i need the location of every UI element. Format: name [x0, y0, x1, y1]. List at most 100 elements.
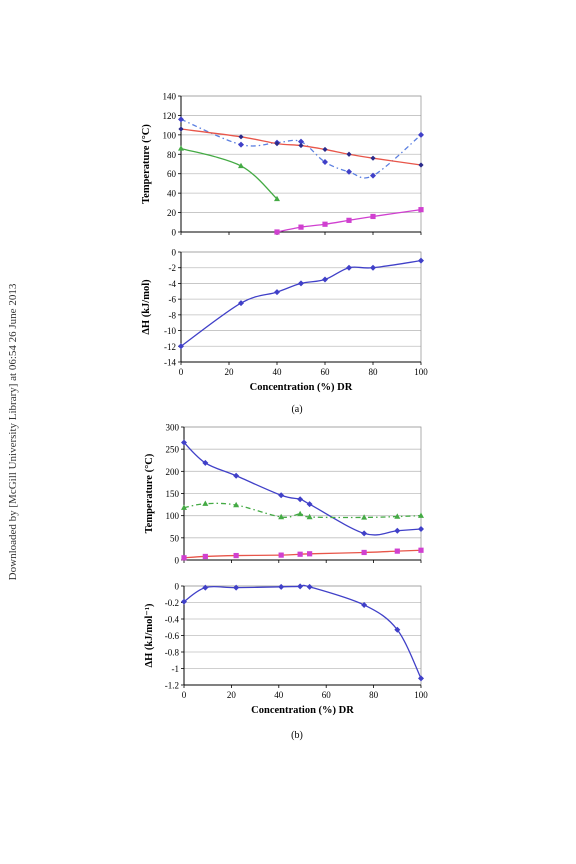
- y-axis-label: ΔH (kJ/mol): [141, 279, 152, 335]
- data-point-triangle: [306, 513, 313, 520]
- plot-frame: [180, 251, 422, 363]
- y-tick-label: 200: [166, 467, 180, 477]
- series-line-1: [180, 128, 422, 166]
- y-tick-label: 60: [167, 169, 177, 179]
- y-tick-label: -0.6: [165, 631, 180, 641]
- x-tick-label: 60: [322, 690, 332, 700]
- x-tick-label: 40: [273, 367, 283, 377]
- data-point-diamond: [233, 472, 240, 479]
- data-point-diamond: [238, 300, 244, 307]
- data-point-diamond: [238, 141, 244, 148]
- y-axis-label: Temperature (°C): [141, 124, 152, 204]
- y-tick-label: 150: [166, 489, 180, 499]
- y-tick-label: -14: [164, 358, 176, 368]
- data-point-square: [322, 221, 328, 227]
- data-point-diamond: [178, 343, 184, 350]
- data-point-diamond: [370, 264, 376, 271]
- y-tick-label: 300: [166, 423, 180, 433]
- data-point-diamond: [394, 626, 401, 633]
- data-point-diamond: [233, 584, 240, 591]
- data-point-square: [394, 548, 400, 554]
- data-point-diamond: [298, 142, 304, 149]
- data-point-diamond: [418, 525, 424, 532]
- data-point-square: [181, 555, 187, 561]
- y-tick-label: 0: [175, 582, 180, 592]
- data-point-diamond: [322, 276, 328, 283]
- y-tick-label: -0.4: [165, 615, 180, 625]
- data-point-diamond: [361, 601, 368, 608]
- y-tick-label: 0: [172, 228, 177, 238]
- data-point-square: [298, 224, 304, 230]
- panel-caption-a: (a): [291, 404, 302, 415]
- y-tick-label: -2: [169, 263, 177, 273]
- data-point-diamond: [346, 151, 352, 157]
- data-point-triangle: [181, 504, 187, 510]
- y-tick-label: 0: [175, 556, 180, 566]
- y-tick-label: 140: [163, 92, 177, 102]
- y-tick-label: 120: [163, 111, 177, 121]
- y-tick-label: -6: [169, 295, 177, 305]
- y-tick-label: 250: [166, 445, 180, 455]
- data-point-diamond: [370, 172, 376, 179]
- data-point-triangle: [233, 501, 240, 508]
- data-point-square: [278, 552, 284, 558]
- data-point-diamond: [181, 598, 187, 605]
- data-point-diamond: [238, 134, 244, 140]
- data-point-triangle: [202, 500, 209, 506]
- chart-a-temperature: 0 20 40 60 80 100 120 140 Temperature (°C): [141, 92, 424, 238]
- data-point-triangle: [418, 512, 424, 518]
- series-line-0: [183, 584, 422, 679]
- plot-frame: [180, 95, 422, 233]
- data-point-square: [274, 229, 280, 235]
- data-point-square: [307, 551, 313, 557]
- y-tick-label: -8: [169, 310, 177, 320]
- data-point-triangle: [274, 195, 280, 202]
- x-tick-label: 20: [225, 367, 235, 377]
- data-point-triangle: [278, 513, 285, 520]
- data-point-diamond: [361, 530, 368, 537]
- panel-caption-b: (b): [291, 730, 303, 741]
- data-point-square: [418, 547, 424, 553]
- x-tick-label: 60: [321, 367, 331, 377]
- data-point-diamond: [278, 583, 285, 590]
- data-point-diamond: [274, 141, 280, 147]
- chart-b-temperature: 0 50 100 150 200 250 300 Temperature (°C): [144, 423, 424, 566]
- y-tick-label: -0.8: [165, 648, 180, 658]
- data-point-triangle: [361, 514, 368, 520]
- y-tick-label: -1: [172, 664, 180, 674]
- data-point-diamond: [370, 155, 376, 161]
- y-tick-label: 80: [167, 150, 177, 160]
- data-point-diamond: [394, 527, 401, 534]
- data-point-diamond: [278, 492, 285, 499]
- y-tick-label: -1.2: [165, 681, 179, 691]
- data-point-diamond: [274, 289, 280, 296]
- y-axis-label: ΔH (kJ/mol⁻¹): [144, 603, 155, 667]
- data-point-diamond: [322, 159, 328, 166]
- data-point-diamond: [418, 131, 424, 138]
- x-tick-label: 20: [227, 690, 237, 700]
- x-tick-label: 80: [369, 367, 379, 377]
- x-axis-label: Concentration (%) DR: [250, 382, 353, 393]
- x-tick-label: 0: [182, 690, 187, 700]
- y-tick-label: 20: [167, 208, 177, 218]
- data-point-diamond: [346, 168, 352, 175]
- x-tick-label: 80: [369, 690, 379, 700]
- data-point-triangle: [178, 145, 184, 151]
- y-tick-label: -4: [169, 279, 177, 289]
- data-point-triangle: [394, 513, 401, 519]
- y-tick-label: -0.2: [165, 598, 179, 608]
- data-point-square: [418, 207, 424, 213]
- data-point-diamond: [418, 675, 424, 682]
- data-point-diamond: [306, 583, 313, 590]
- data-point-diamond: [178, 126, 184, 132]
- series-line-0: [180, 118, 422, 179]
- data-point-diamond: [306, 501, 313, 508]
- data-point-diamond: [202, 584, 209, 591]
- series-line-0: [183, 442, 422, 536]
- y-tick-label: -10: [164, 326, 176, 336]
- data-point-diamond: [322, 146, 328, 153]
- x-tick-label: 40: [274, 690, 284, 700]
